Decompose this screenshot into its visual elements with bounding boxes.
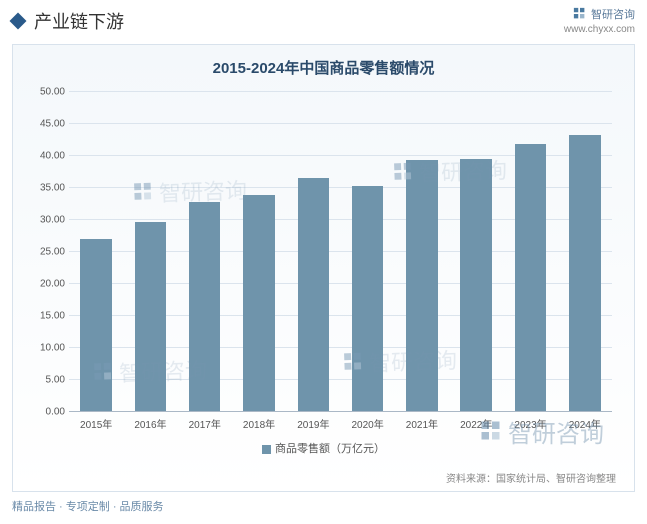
brand-name: 智研咨询 [591,6,635,22]
bar-slot [395,92,449,411]
bar [298,178,329,411]
bar [243,195,274,411]
y-tick-label: 20.00 [40,279,65,290]
bar-slot [178,92,232,411]
x-tick-label: 2019年 [286,412,340,432]
header-title: 产业链下游 [34,8,124,34]
y-tick-label: 35.00 [40,183,65,194]
bar [515,144,546,411]
y-tick-label: 30.00 [40,215,65,226]
x-tick-label: 2024年 [558,412,612,432]
y-tick-label: 25.00 [40,247,65,258]
y-tick-label: 5.00 [46,375,65,386]
y-axis: 0.005.0010.0015.0020.0025.0030.0035.0040… [31,92,67,412]
bar-slot [232,92,286,411]
bar [569,135,600,411]
bar-slot [123,92,177,411]
bar [352,186,383,411]
x-tick-label: 2020年 [340,412,394,432]
header-diamond-icon [10,13,27,30]
source-text: 资料来源：国家统计局、智研咨询整理 [446,470,616,485]
x-tick-label: 2017年 [178,412,232,432]
x-tick-label: 2021年 [395,412,449,432]
bar [189,202,220,411]
legend-label: 商品零售额（万亿元） [275,443,385,455]
bar-slot [69,92,123,411]
chart-card: 2015-2024年中国商品零售额情况 0.005.0010.0015.0020… [12,44,635,492]
bar-slot [449,92,503,411]
y-tick-label: 50.00 [40,87,65,98]
bar [406,160,437,411]
header-brand: 智研咨询 www.chyxx.com [564,6,635,35]
x-tick-label: 2022年 [449,412,503,432]
bar-slot [503,92,557,411]
bar [135,222,166,411]
footer-text: 精品报告 · 专项定制 · 品质服务 [0,492,647,514]
x-tick-label: 2015年 [69,412,123,432]
x-tick-label: 2023年 [503,412,557,432]
bar-slot [558,92,612,411]
brand-logo-icon [573,7,587,21]
y-tick-label: 15.00 [40,311,65,322]
brand-url: www.chyxx.com [564,24,635,35]
y-tick-label: 40.00 [40,151,65,162]
x-axis-labels: 2015年2016年2017年2018年2019年2020年2021年2022年… [69,412,612,432]
bar [80,239,111,411]
bar-slot [340,92,394,411]
legend: 商品零售额（万亿元） [31,440,616,456]
legend-swatch-icon [262,445,271,454]
x-tick-label: 2018年 [232,412,286,432]
y-tick-label: 10.00 [40,343,65,354]
bar-slot [286,92,340,411]
bars-container [69,92,612,412]
x-tick-label: 2016年 [123,412,177,432]
chart-title: 2015-2024年中国商品零售额情况 [31,57,616,78]
y-tick-label: 0.00 [46,407,65,418]
bar [460,159,491,411]
header: 产业链下游 智研咨询 www.chyxx.com [0,0,647,38]
y-tick-label: 45.00 [40,119,65,130]
plot-area: 0.005.0010.0015.0020.0025.0030.0035.0040… [69,92,612,432]
